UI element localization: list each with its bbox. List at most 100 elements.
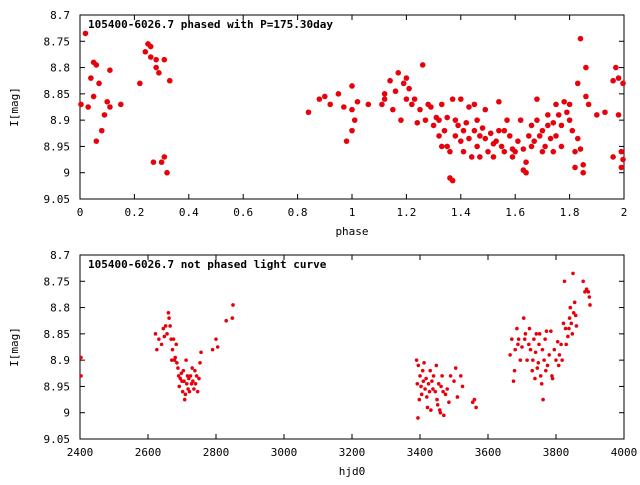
data-point [118,101,124,108]
data-point [416,416,420,420]
data-point [512,368,517,373]
data-point [224,318,228,323]
data-point [107,67,113,73]
data-point [618,148,625,155]
data-point [431,387,435,391]
x-tick-label: 2400 [67,446,94,459]
data-point [98,127,105,134]
data-point [550,148,557,155]
data-point [381,91,388,97]
data-point [424,376,428,381]
data-point [156,70,162,76]
data-point [441,127,448,134]
data-point [542,143,548,150]
data-point [536,360,541,365]
x-tick-label: 0.8 [288,206,308,219]
data-point [560,358,564,362]
data-point [508,353,512,357]
data-point [466,104,472,110]
data-point [435,397,439,402]
data-point [527,342,531,347]
data-point [615,75,622,81]
data-point [540,347,545,352]
data-point [574,324,579,328]
x-tick-label: 3000 [271,446,298,459]
data-point [544,329,549,334]
data-point [522,337,527,341]
data-point [496,127,502,134]
data-point [539,148,546,155]
data-point [150,159,157,165]
data-point [420,368,425,373]
data-point [425,405,430,410]
data-point [438,143,445,150]
data-point [474,143,480,150]
data-point [452,379,456,383]
data-point [322,93,328,100]
data-point [541,397,545,402]
data-point [142,49,149,55]
y-ticks: 8.7 8.75 8.8 8.85 8.9 8.95 9 9.05 [44,249,624,446]
data-point [448,374,453,378]
data-point [554,358,558,362]
data-point [403,96,410,102]
data-point [153,56,159,63]
data-point [161,154,168,160]
x-tick-label: 1.2 [396,206,416,219]
data-point [390,106,396,113]
data-point [430,379,434,383]
data-point [153,64,159,71]
data-point [193,368,197,373]
data-point [516,337,521,341]
data-point [527,326,532,331]
data-point [351,117,358,123]
data-point [179,371,184,376]
data-point [171,337,176,341]
data-point [520,146,527,152]
data-point [474,117,480,123]
data-point [176,366,180,370]
data-point [572,164,578,171]
data-point [443,392,448,397]
data-point [566,101,573,108]
y-tick-label: 9.05 [44,193,71,206]
data-point [96,80,102,87]
data-point [523,332,528,336]
data-point [471,101,478,108]
data-point [466,135,472,142]
data-point [566,117,573,123]
data-point [547,135,554,142]
data-point [447,148,453,155]
data-point [487,130,494,137]
data-point [528,143,535,150]
data-point [162,334,167,339]
data-point [341,104,347,110]
data-point [515,138,521,144]
y-tick-label: 8.95 [44,380,71,393]
data-point [482,135,489,142]
data-point [343,138,350,144]
data-point [542,358,546,362]
x-tick-label: 3400 [407,446,434,459]
data-point [327,101,334,108]
data-point [166,311,171,315]
data-point [580,169,586,176]
data-point [490,154,497,160]
data-point [562,279,567,284]
y-tick-label: 8.95 [44,140,71,153]
y-tick-label: 9 [63,167,70,180]
data-point [549,329,553,334]
y-ticks: 8.7 8.75 8.8 8.85 8.9 8.95 9 9.05 [44,9,624,206]
data-point [561,98,567,105]
data-point [419,62,426,68]
data-point [444,143,451,150]
data-point [518,358,523,362]
data-point [214,337,218,341]
data-point [584,287,589,291]
data-point [387,77,393,84]
data-point [585,101,592,108]
data-point [193,382,198,386]
data-point [435,403,440,407]
data-point [88,75,94,81]
data-point [379,101,385,108]
